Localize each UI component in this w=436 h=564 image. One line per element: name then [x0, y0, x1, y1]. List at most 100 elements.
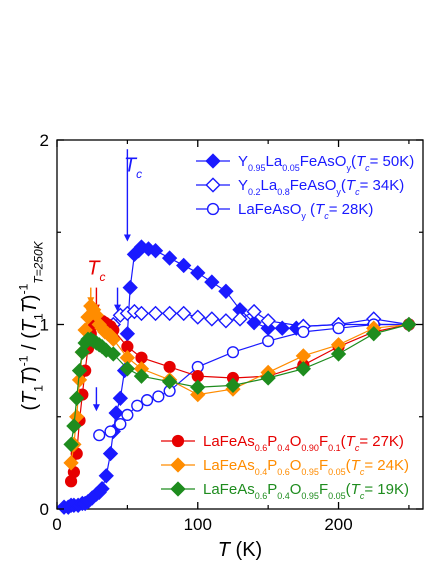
data-point [152, 390, 165, 403]
data-point [93, 429, 106, 442]
data-point [112, 390, 129, 406]
tc-arrow-head [92, 404, 100, 412]
legend-label: LaFeAsOy (Tc= 28K) [238, 201, 373, 221]
text-run: 0.2 [248, 187, 261, 197]
text-run: 0.8 [277, 187, 290, 197]
data-point [122, 279, 138, 296]
text-run: c [360, 467, 365, 477]
legend-entry: LaFeAs0.6P0.4O0.95F0.05(Tc= 19K) [161, 481, 409, 501]
data-point [161, 250, 178, 266]
text-run: T [315, 201, 326, 218]
text-run: T [346, 433, 357, 450]
text-run: F [319, 433, 328, 450]
data-point [161, 374, 178, 390]
axis-labels: (T1T)-1 / (T1T)-1T=250K​ T (K) [17, 240, 263, 561]
legend-entry: LaFeAsOy (Tc= 28K) [196, 201, 373, 221]
legend-entry: Y0.2La0.8FeAsOy(Tc= 34K) [196, 177, 404, 197]
text-run: T [351, 457, 362, 474]
data-point [232, 311, 248, 327]
data-point [102, 445, 119, 462]
text-run: FeAsO [290, 177, 337, 194]
data-point [63, 455, 79, 471]
data-point [206, 202, 220, 216]
data-point [161, 305, 178, 322]
text-run: ) [19, 366, 41, 373]
data-point [274, 320, 290, 336]
data-point [260, 370, 276, 386]
data-point [366, 326, 382, 342]
text-run: T [218, 539, 232, 561]
data-point [330, 346, 347, 362]
data-point [190, 379, 206, 395]
data-point [262, 335, 275, 348]
data-point [147, 305, 164, 322]
data-point [133, 305, 150, 322]
text-run: O [290, 457, 302, 474]
text-run: c [324, 211, 329, 221]
data-point [204, 274, 220, 290]
text-run: T [356, 153, 367, 170]
text-run: 0.4 [255, 467, 268, 477]
data-point [295, 361, 312, 377]
legend-label: Y0.95La0.05FeAsOy(Tc= 50K) [238, 153, 414, 173]
data-point [131, 399, 144, 412]
text-run: = 19K) [364, 481, 409, 498]
data-point [71, 362, 88, 379]
text-run: F [319, 457, 328, 474]
data-point [108, 405, 124, 421]
text-run: T [87, 258, 101, 280]
text-run: ( [306, 201, 315, 218]
x-axis-title: T (K) [218, 539, 262, 561]
legend-entry: Y0.95La0.05FeAsOy(Tc= 50K) [196, 153, 414, 173]
text-run: 0.1 [328, 443, 341, 453]
data-point [170, 481, 186, 497]
text-run: = 24K) [364, 457, 409, 474]
x-tick-label: 200 [324, 515, 352, 534]
tc-arrow-head [123, 234, 131, 242]
data-point [105, 331, 121, 347]
data-point [190, 309, 206, 325]
legend-lower: LaFeAs0.6P0.4O0.90F0.1(Tc= 27K)LaFeAs0.4… [161, 433, 409, 501]
data-point [246, 303, 262, 320]
legend-entry: LaFeAs0.4P0.6O0.95F0.05(Tc= 24K) [161, 457, 409, 477]
text-run: c [355, 187, 360, 197]
text-run: ( [346, 481, 351, 498]
data-point [204, 311, 220, 327]
text-run: T=250K [31, 240, 45, 283]
data-point [71, 372, 88, 388]
text-run: 0.05 [282, 163, 300, 173]
text-run: LaFeAs [203, 433, 255, 450]
x-tick-label: 0 [52, 515, 61, 534]
legend-label: LaFeAs0.4P0.6O0.95F0.05(Tc= 24K) [203, 457, 409, 477]
data-point [332, 322, 345, 335]
data-point [225, 377, 241, 394]
data-point [218, 313, 234, 329]
text-run: O [290, 481, 302, 498]
text-run: -1 [17, 283, 31, 294]
data-point [98, 468, 114, 484]
annotations: Tc​ Tc​ [87, 149, 142, 412]
text-run: y [336, 187, 341, 197]
x-tick-label: 100 [184, 515, 212, 534]
text-run: ( [341, 433, 346, 450]
text-run: ( [351, 153, 356, 170]
text-run: ) [19, 294, 41, 301]
series [105, 303, 417, 335]
text-run: 0.6 [255, 443, 268, 453]
tc-annotation: Tc​ [87, 258, 105, 284]
data-point [171, 434, 185, 448]
text-run: = 34K) [360, 177, 405, 194]
text-run: 0.4 [277, 443, 290, 453]
text-run: -1 [17, 355, 31, 366]
axis-ticks: 0 100 200 0 1 2 [40, 131, 423, 534]
data-point [295, 348, 312, 364]
text-run: c [365, 163, 370, 173]
data-point [190, 265, 206, 281]
text-run: T [351, 481, 362, 498]
text-run: c [360, 491, 365, 501]
data-point [401, 316, 417, 333]
data-point [147, 243, 164, 259]
y-tick-label: 1 [40, 316, 49, 335]
text-run: ( [19, 404, 41, 411]
